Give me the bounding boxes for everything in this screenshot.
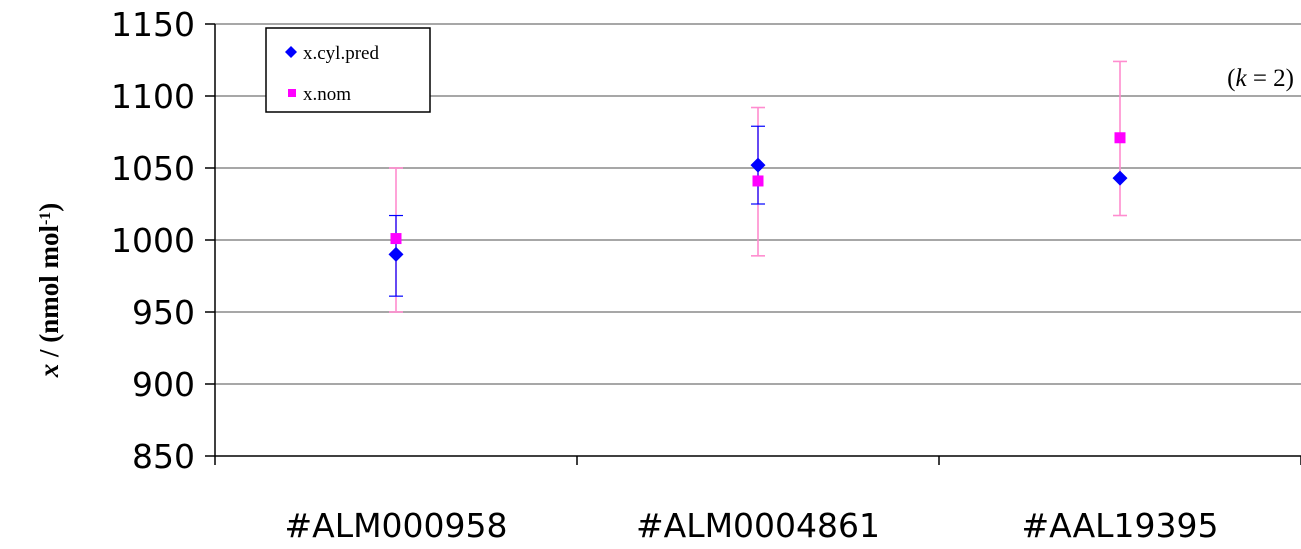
legend-label-series-1: x.nom [303,84,351,105]
y-tick-label: 1100 [111,77,195,116]
error-bars [389,60,1127,313]
x-category-label: #ALM000958 [284,506,507,545]
legend-square-marker [288,89,296,97]
data-point-square [1114,132,1126,144]
y-tick-labels: 850 900 950 1000 1050 1100 1150 [111,5,195,476]
y-tick-label: 1050 [111,149,195,188]
k-annotation: (k = 2) [1227,65,1294,92]
y-tick-label: 1000 [111,221,195,260]
y-axis-label: x / (nmol mol-1) [34,203,64,379]
y-tick-label: 900 [132,365,195,404]
data-point-square [390,233,402,245]
data-point-diamond [750,157,766,173]
x-category-labels: #ALM000958 #ALM0004861 #AAL19395 [284,506,1218,545]
data-point-square [752,175,764,187]
legend-box [265,27,431,113]
axes [205,23,1301,465]
data-point-diamond [388,246,404,262]
data-points [388,132,1128,262]
legend-diamond-marker [285,46,297,58]
x-category-label: #AAL19395 [1021,506,1218,545]
y-tick-label: 1150 [111,5,195,44]
y-tick-label: 850 [132,437,195,476]
x-category-label: #ALM0004861 [636,506,880,545]
y-tick-label: 950 [132,293,195,332]
legend: x.cyl.pred x.nom [265,27,431,113]
legend-label-series-0: x.cyl.pred [303,43,379,64]
data-point-diamond [1112,170,1128,186]
